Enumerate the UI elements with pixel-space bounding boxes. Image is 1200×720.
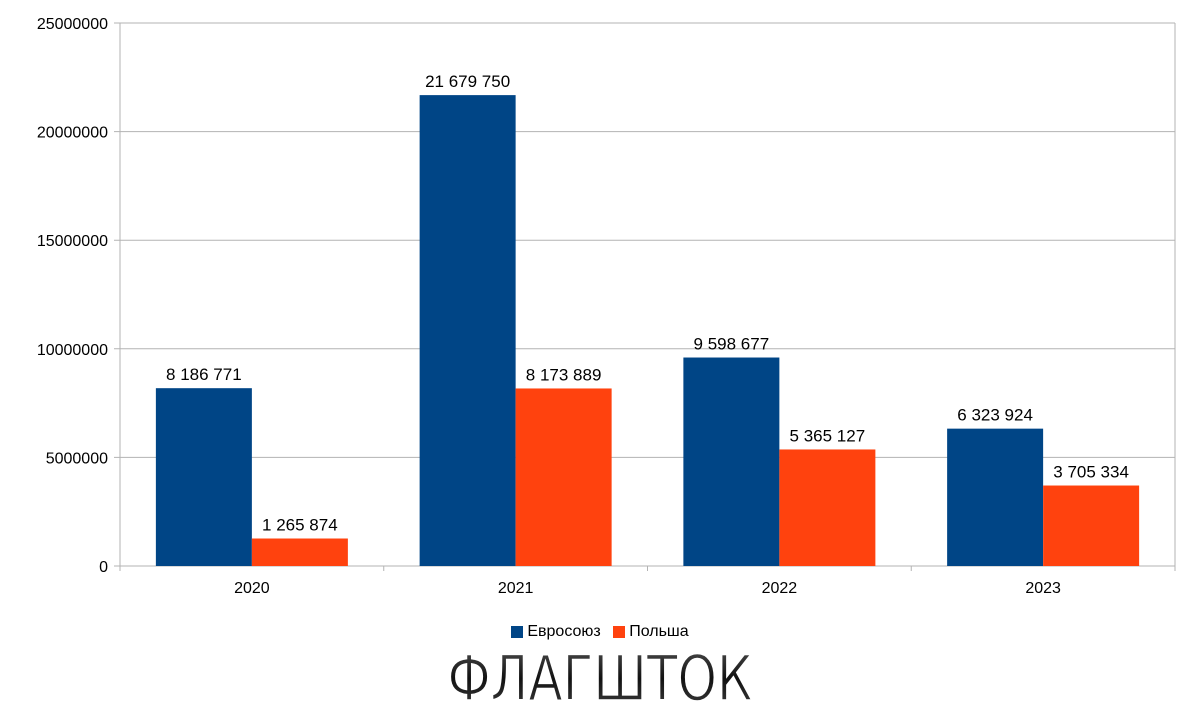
- bar: [515, 388, 612, 566]
- legend-label-poland: Польша: [629, 623, 689, 640]
- y-tick-label: 10000000: [37, 342, 108, 359]
- bar: [683, 357, 780, 566]
- logo-wordmark: ФЛАГШТОК: [447, 641, 754, 716]
- bar: [779, 449, 876, 566]
- y-tick-label: 5000000: [46, 450, 108, 467]
- data-label: 3 705 334: [1053, 463, 1129, 482]
- x-axis: 2020 2021 2022 2023: [119, 566, 1176, 597]
- legend-label-eu: Евросоюз: [527, 623, 601, 640]
- bar: [1043, 485, 1140, 566]
- legend-item-eu: Евросоюз: [511, 623, 601, 641]
- x-tick-label: 2020: [234, 580, 270, 597]
- data-label: 9 598 677: [694, 335, 770, 354]
- x-tick-label: 2022: [762, 580, 798, 597]
- bar-chart: 0 5000000 10000000 15000000 20000000 25000000…: [37, 16, 1176, 597]
- bar: [947, 428, 1044, 566]
- bar: [251, 538, 348, 566]
- y-tick-label: 0: [99, 559, 108, 576]
- legend-swatch-poland: [613, 626, 626, 638]
- x-tick-label: 2021: [498, 580, 534, 597]
- bar: [155, 388, 252, 566]
- y-tick-label: 25000000: [37, 16, 108, 33]
- data-label: 8 173 889: [526, 365, 602, 384]
- y-tick-label: 15000000: [37, 233, 108, 250]
- bars: [155, 95, 1140, 566]
- data-label: 21 679 750: [425, 72, 510, 91]
- y-axis: 0 5000000 10000000 15000000 20000000 25000000: [37, 16, 121, 576]
- bar: [419, 95, 516, 566]
- data-labels: 8 186 771 1 265 874 21 679 750 8 173 889 9 5…: [166, 72, 1129, 534]
- legend-swatch-eu: [511, 626, 524, 638]
- logo-text: ФЛАГШТОК: [448, 644, 753, 708]
- y-tick-label: 20000000: [37, 125, 108, 142]
- data-label: 8 186 771: [166, 365, 242, 384]
- data-label: 6 323 924: [957, 406, 1033, 425]
- legend: Евросоюз Польша: [0, 623, 1200, 643]
- x-tick-label: 2023: [1025, 580, 1061, 597]
- data-label: 5 365 127: [790, 426, 866, 445]
- data-label: 1 265 874: [262, 516, 338, 535]
- flagshtok-logo: ФЛАГШТОК: [0, 641, 1200, 716]
- legend-item-poland: Польша: [613, 623, 689, 641]
